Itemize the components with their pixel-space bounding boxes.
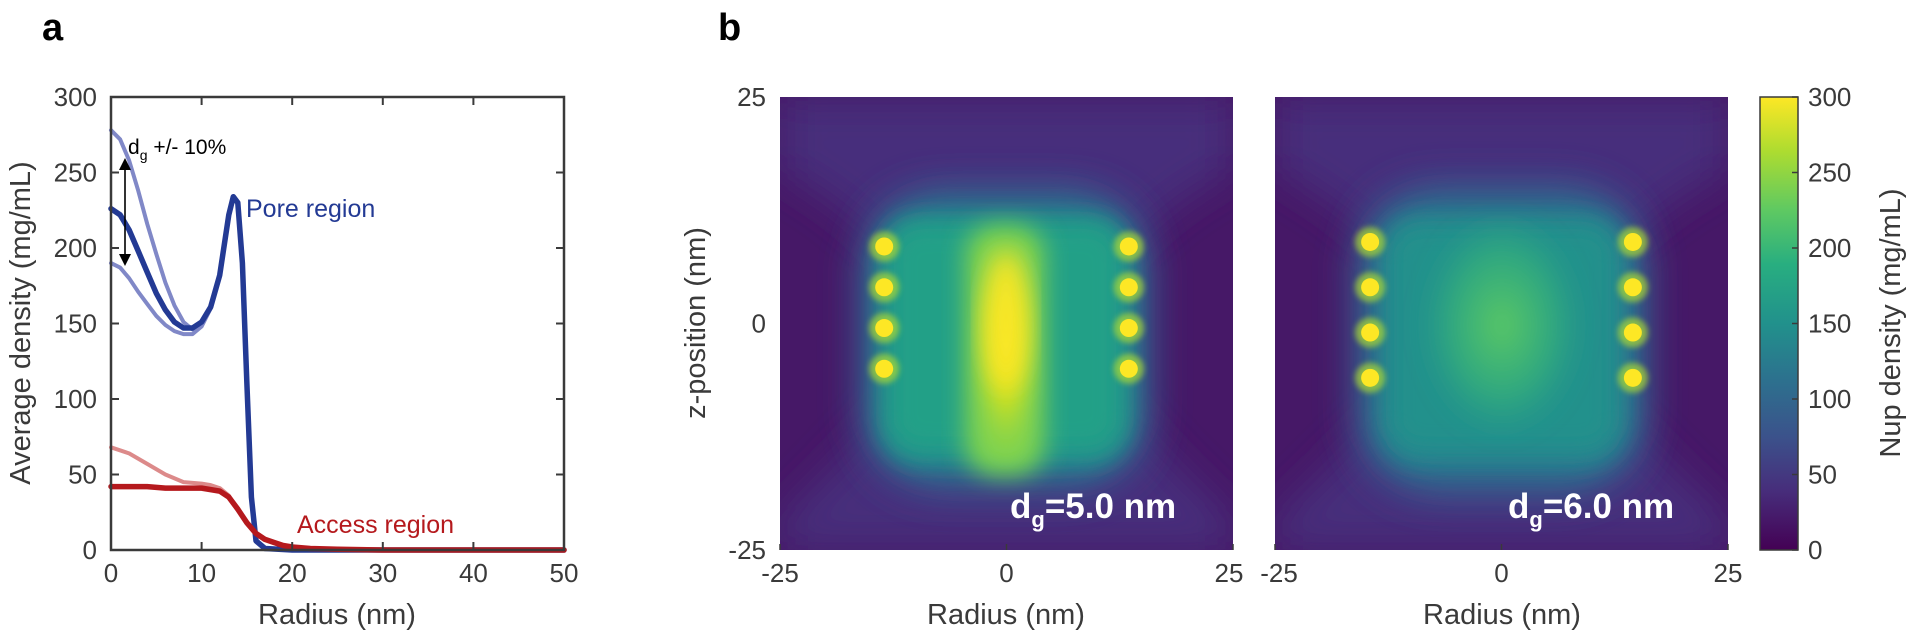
y-tick-label: 150 (54, 309, 97, 339)
panel-b-letter: b (718, 7, 741, 49)
anchor-dot (1119, 237, 1138, 256)
anchor-dot (875, 237, 894, 256)
panel-b-ticks: -25 0 25 -25 0 25 -25 0 25 (728, 82, 1742, 588)
x-tick-label: 30 (368, 558, 397, 588)
heatmap-right: dg=6.0 nm (1275, 97, 1728, 550)
heatmap-right-label: dg=6.0 nm (1508, 487, 1674, 532)
dg-range-annotation: dg +/- 10% (128, 136, 226, 163)
panel-a-letter: a (42, 7, 64, 49)
panel-a-x-axis-label: Radius (nm) (258, 599, 416, 631)
heatmap-y-axis-label: z-position (nm) (680, 227, 712, 419)
heatmap-left: dg=5.0 nm (780, 97, 1233, 550)
heatmap-right-x-axis-label: Radius (nm) (1423, 599, 1581, 631)
y-tick-label: 300 (54, 82, 97, 112)
pore-region-label: Pore region (246, 195, 375, 223)
heatmap-y-tick-label: 0 (752, 309, 766, 339)
anchor-dot (1623, 368, 1642, 387)
pore-region-line (108, 193, 567, 553)
anchor-dot (1119, 278, 1138, 297)
colorbar-tick-label: 100 (1808, 384, 1851, 414)
panel-a-line-chart: 0 10 20 30 40 50 0 50 100 150 200 250 300 dg +/- 10… (5, 82, 578, 631)
y-tick-label: 250 (54, 158, 97, 188)
heatmap-x-tick-label: 0 (999, 558, 1013, 588)
x-tick-label: 10 (187, 558, 216, 588)
x-tick-label: 50 (550, 558, 579, 588)
y-tick-label: 100 (54, 384, 97, 414)
colorbar-tick-label: 250 (1808, 158, 1851, 188)
heatmap-left-label: dg=5.0 nm (1010, 487, 1176, 532)
panel-a-series-group (108, 128, 567, 553)
y-tick-label: 0 (83, 535, 97, 565)
heatmap-x-tick-label: 25 (1714, 558, 1743, 588)
anchor-dot (875, 278, 894, 297)
anchor-dot (1361, 278, 1380, 297)
colorbar-tick-label: 200 (1808, 233, 1851, 263)
anchor-dot (1361, 323, 1380, 342)
y-tick-label: 50 (68, 460, 97, 490)
x-tick-label: 20 (278, 558, 307, 588)
access-region-label: Access region (297, 511, 454, 539)
anchor-dot (1623, 278, 1642, 297)
x-tick-label: 0 (104, 558, 118, 588)
heatmap-x-tick-label: 25 (1215, 558, 1244, 588)
anchor-dot (875, 319, 894, 338)
anchor-dot (875, 359, 894, 378)
panel-a-x-ticks: 0 10 20 30 40 50 (104, 97, 579, 588)
anchor-dots-left (869, 231, 1144, 384)
colorbar: 0 50 100 150 200 250 300 Nup density (mg/mL) (1759, 82, 1907, 565)
heatmap-y-tick-label: -25 (728, 535, 766, 565)
colorbar-ticks: 0 50 100 150 200 250 300 (1792, 82, 1851, 565)
colorbar-tick-label: 0 (1808, 535, 1822, 565)
x-tick-label: 40 (459, 558, 488, 588)
heatmap-left-x-axis-label: Radius (nm) (927, 599, 1085, 631)
anchor-dot (1361, 232, 1380, 251)
colorbar-gradient (1759, 96, 1799, 551)
anchor-dot (1119, 359, 1138, 378)
y-tick-label: 200 (54, 233, 97, 263)
heatmap-x-tick-label: -25 (1260, 558, 1298, 588)
heatmap-x-tick-label: -25 (761, 558, 799, 588)
colorbar-tick-label: 150 (1808, 309, 1851, 339)
colorbar-tick-label: 300 (1808, 82, 1851, 112)
colorbar-label: Nup density (mg/mL) (1875, 188, 1907, 457)
colorbar-tick-label: 50 (1808, 460, 1837, 490)
panel-a-y-axis-label: Average density (mg/mL) (5, 161, 37, 484)
anchor-dot (1623, 323, 1642, 342)
anchor-dots-right (1355, 226, 1648, 393)
panel-a-y-ticks: 0 50 100 150 200 250 300 (54, 82, 564, 565)
anchor-dot (1361, 368, 1380, 387)
anchor-dot (1623, 232, 1642, 251)
heatmap-y-tick-label: 25 (737, 82, 766, 112)
heatmap-x-tick-label: 0 (1494, 558, 1508, 588)
anchor-dot (1119, 319, 1138, 338)
range-arrow (119, 158, 131, 266)
